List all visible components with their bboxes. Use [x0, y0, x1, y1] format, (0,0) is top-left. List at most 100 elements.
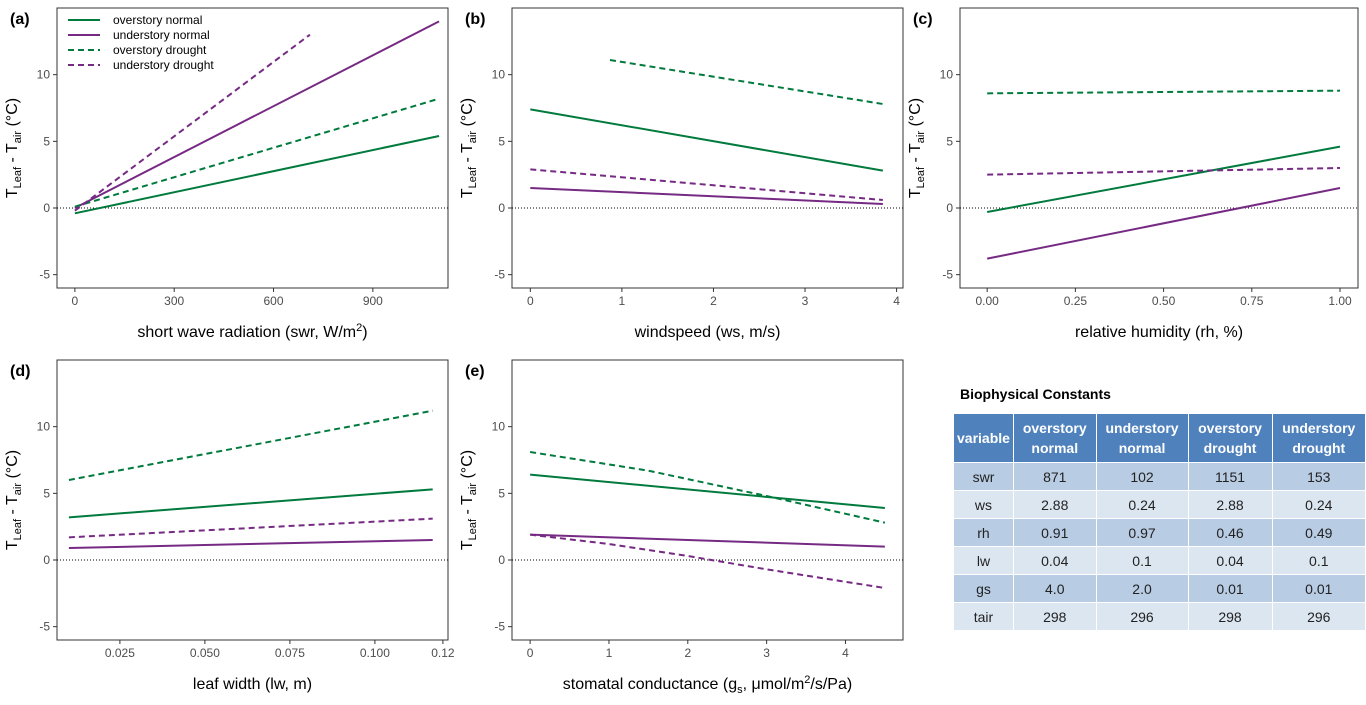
panel-label: (a): [10, 11, 30, 28]
table-row: gs 4.0 2.0 0.01 0.01: [953, 574, 1366, 603]
series-line: [609, 59, 884, 105]
series-line: [68, 409, 433, 481]
plot-frame: [56, 7, 449, 289]
table-cell: 102: [1095, 462, 1189, 491]
x-tick-label: 0.100: [360, 646, 390, 660]
y-tick-label: 5: [946, 134, 953, 148]
y-tick-label: 5: [498, 486, 505, 500]
label-part: air: [467, 483, 479, 496]
plot-frame: [511, 359, 904, 641]
y-tick-label: 0: [43, 553, 50, 567]
y-tick-label: -5: [39, 268, 50, 282]
label-part: , μmol/m: [743, 676, 805, 693]
label-part: Leaf: [467, 518, 479, 540]
table-cell: 871: [1012, 462, 1097, 491]
label-part: (°C): [4, 98, 21, 131]
label-part: Leaf: [915, 166, 927, 188]
table-cell: 4.0: [1012, 574, 1097, 603]
table-cell: 1151: [1187, 462, 1273, 491]
table-body: swr 871 102 1151 153 ws 2.88 0.24 2.88 0.24 rh 0.91…: [953, 462, 1366, 631]
panel-label: (b): [465, 11, 485, 28]
table-cell: 0.01: [1271, 574, 1366, 603]
x-tick-label: 300: [164, 294, 184, 308]
label-part: stomatal conductance (g: [563, 676, 737, 693]
panel-label: (c): [913, 11, 933, 28]
label-part: s: [737, 684, 743, 696]
x-tick-label: 600: [264, 294, 284, 308]
plot-frame: [511, 7, 904, 289]
table-title: Biophysical Constants: [960, 386, 1111, 402]
x-tick-label: 0: [72, 294, 79, 308]
table-row: lw 0.04 0.1 0.04 0.1: [953, 546, 1366, 575]
y-tick-label: -5: [494, 620, 505, 634]
label-part: T: [4, 540, 21, 550]
table-cell: 0.24: [1271, 490, 1366, 519]
y-axis-label: TLeaf - Tair (°C): [459, 98, 479, 198]
plot-frame: [56, 359, 449, 641]
legend-label: overstory drought: [113, 43, 207, 57]
x-tick-label: 0.025: [105, 646, 135, 660]
x-tick-label: 0.75: [1240, 294, 1264, 308]
header-cell: understory drought: [1271, 413, 1366, 463]
label-part: windspeed (ws, m/s): [634, 324, 781, 341]
x-tick-label: 4: [893, 294, 900, 308]
x-tick-label: 0: [527, 294, 534, 308]
series-line: [530, 187, 883, 205]
table-cell: 2.88: [1012, 490, 1097, 519]
y-axis-label: TLeaf - Tair (°C): [4, 98, 24, 198]
y-tick-label: 0: [498, 553, 505, 567]
table-cell: 296: [1271, 602, 1366, 631]
legend-label: overstory normal: [113, 13, 202, 27]
y-tick-label: 0: [43, 201, 50, 215]
table-cell: 298: [1012, 602, 1097, 631]
constants-table: variable overstory normal understory norma…: [953, 413, 1366, 631]
table-cell: 0.97: [1095, 518, 1189, 547]
y-axis-label: TLeaf - Tair (°C): [459, 450, 479, 550]
x-axis-label: stomatal conductance (gs, μmol/m2/s/Pa): [563, 674, 852, 696]
label-part: Leaf: [467, 166, 479, 188]
table-cell: 0.04: [1187, 546, 1273, 575]
x-tick-label: 3: [802, 294, 809, 308]
series-line: [986, 145, 1341, 213]
label-part: T: [4, 188, 21, 198]
table-cell: 0.91: [1012, 518, 1097, 547]
table-cell: 153: [1271, 462, 1366, 491]
x-tick-label: 1: [619, 294, 626, 308]
x-tick-label: 900: [363, 294, 383, 308]
table-cell: lw: [953, 546, 1014, 575]
label-part: ): [362, 324, 367, 341]
x-tick-label: 0: [527, 646, 534, 660]
x-tick-label: 1.00: [1328, 294, 1352, 308]
table-cell: ws: [953, 490, 1014, 519]
series-line: [74, 135, 440, 215]
x-tick-label: 2: [710, 294, 717, 308]
series-line: [987, 167, 1341, 176]
y-tick-label: 10: [940, 68, 954, 82]
table-cell: 2.0: [1095, 574, 1189, 603]
y-axis-label: TLeaf - Tair (°C): [907, 98, 927, 198]
series-line: [986, 187, 1341, 260]
x-tick-label: 0.50: [1152, 294, 1176, 308]
table-header: variable overstory normal understory norma…: [953, 413, 1366, 463]
label-part: air: [915, 131, 927, 144]
table-cell: 0.46: [1187, 518, 1273, 547]
table-cell: tair: [953, 602, 1014, 631]
series-line: [74, 20, 440, 209]
legend-label: understory drought: [113, 58, 214, 72]
label-part: - T: [459, 495, 476, 519]
label-part: - T: [4, 143, 21, 167]
plot-frame: [959, 7, 1359, 289]
table-cell: 0.1: [1095, 546, 1189, 575]
constants-table-panel: Biophysical Constants variable overstory …: [953, 386, 1366, 631]
label-part: - T: [4, 495, 21, 519]
x-tick-label: 0.00: [975, 294, 999, 308]
label-part: 2: [804, 674, 810, 686]
label-part: T: [459, 188, 476, 198]
label-part: /s/Pa): [810, 676, 852, 693]
label-part: leaf width (lw, m): [193, 676, 312, 693]
label-part: short wave radiation (swr, W/m: [137, 324, 356, 341]
series-line: [68, 539, 433, 549]
series-line: [529, 451, 886, 524]
x-axis-label: short wave radiation (swr, W/m2): [137, 322, 367, 341]
